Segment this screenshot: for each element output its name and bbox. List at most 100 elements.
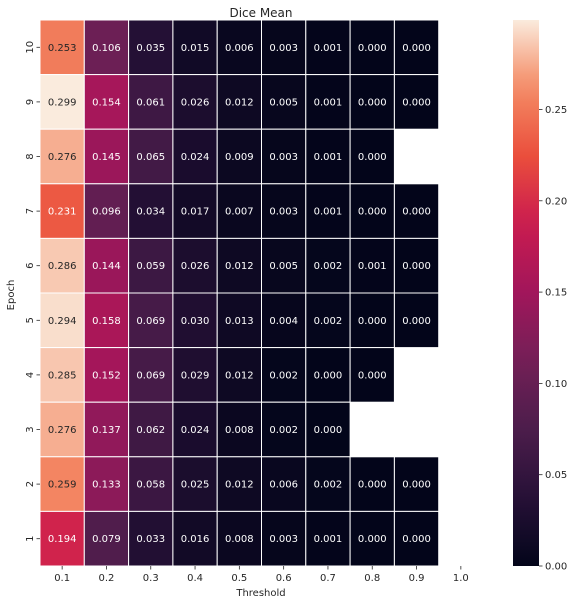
cell-value-label: 0.026 — [181, 97, 210, 108]
heatmap-cell — [83, 347, 130, 403]
y-tick-label: 4 — [25, 372, 36, 378]
cell-value-label: 0.285 — [48, 370, 77, 381]
heatmap-cell — [305, 510, 351, 567]
cell-value-label: 0.026 — [181, 261, 210, 272]
heatmap-cell — [216, 128, 262, 185]
y-tick-label: 5 — [25, 317, 36, 323]
cell-value-label: 0.152 — [92, 370, 121, 381]
cell-value-label: 0.299 — [48, 97, 77, 108]
cell-value-label: 0.000 — [402, 43, 431, 54]
cell-value-label: 0.003 — [269, 152, 298, 163]
heatmap-cell — [393, 74, 440, 130]
cell-value-label: 0.002 — [314, 480, 343, 491]
cell-value-label: 0.033 — [136, 534, 165, 545]
heatmap-cell — [39, 510, 85, 567]
cell-value-label: 0.007 — [225, 207, 254, 218]
heatmap-cell — [128, 128, 174, 185]
cell-value-label: 0.069 — [136, 316, 165, 327]
cell-value-label: 0.000 — [358, 534, 387, 545]
cell-value-label: 0.000 — [358, 480, 387, 491]
heatmap-cell — [349, 74, 395, 130]
heatmap-cell — [39, 19, 85, 76]
heatmap-cell — [216, 456, 262, 512]
heatmap-cell — [83, 237, 130, 294]
cell-value-label: 0.013 — [225, 316, 254, 327]
heatmap-cell — [172, 456, 218, 512]
y-axis-label: Epoch — [6, 280, 17, 311]
heatmap-cell — [393, 292, 440, 349]
colorbar-tick-label: 0.05 — [545, 470, 567, 481]
heatmap-cell — [349, 456, 395, 512]
heatmap-cell — [216, 292, 262, 349]
cell-value-label: 0.030 — [181, 316, 210, 327]
colorbar: 0.00 0.05 0.10 0.15 0.20 0.25 — [513, 20, 567, 573]
colorbar-gradient — [513, 20, 539, 566]
cell-value-label: 0.000 — [402, 261, 431, 272]
cell-value-label: 0.059 — [136, 261, 165, 272]
heatmap-cell — [39, 292, 85, 349]
y-tick-label: 7 — [25, 208, 36, 214]
colorbar-tick-label: 0.15 — [545, 288, 567, 299]
cell-value-label: 0.035 — [136, 43, 165, 54]
cell-value-label: 0.001 — [314, 152, 343, 163]
colorbar-tick-label: 0.00 — [545, 562, 567, 573]
heatmap-cell — [349, 19, 395, 76]
cell-value-label: 0.058 — [136, 480, 165, 491]
cell-value-label: 0.061 — [136, 97, 165, 108]
cell-value-label: 0.002 — [314, 316, 343, 327]
cell-value-label: 0.005 — [269, 97, 298, 108]
heatmap-cell — [305, 237, 351, 294]
cell-value-label: 0.158 — [92, 316, 121, 327]
cell-value-label: 0.137 — [92, 425, 121, 436]
x-tick-label: 0.9 — [409, 573, 425, 584]
heatmap-cell — [172, 237, 218, 294]
cell-value-label: 0.002 — [269, 425, 298, 436]
heatmap-cell — [83, 510, 130, 567]
cell-value-label: 0.144 — [92, 261, 121, 272]
cell-value-label: 0.002 — [314, 261, 343, 272]
cell-value-label: 0.000 — [402, 97, 431, 108]
cell-value-label: 0.276 — [48, 152, 77, 163]
heatmap-cell — [261, 510, 307, 567]
y-tick-label: 1 — [25, 536, 36, 542]
cell-value-label: 0.000 — [358, 97, 387, 108]
cell-value-label: 0.000 — [402, 480, 431, 491]
cell-value-label: 0.106 — [92, 43, 121, 54]
x-tick-label: 0.4 — [187, 573, 203, 584]
heatmap-cell — [261, 456, 307, 512]
heatmap-cell — [39, 237, 85, 294]
heatmap-cell — [305, 401, 351, 458]
cell-value-label: 0.000 — [358, 316, 387, 327]
heatmap-cell — [261, 401, 307, 458]
cell-value-label: 0.154 — [92, 97, 121, 108]
cell-value-label: 0.133 — [92, 480, 121, 491]
heatmap-cell — [393, 456, 440, 512]
heatmap-cell — [39, 128, 85, 185]
heatmap-cell — [128, 401, 174, 458]
heatmap-cell — [261, 19, 307, 76]
cell-value-label: 0.000 — [358, 207, 387, 218]
cell-value-label: 0.000 — [402, 316, 431, 327]
cell-value-label: 0.029 — [181, 370, 210, 381]
cell-value-label: 0.012 — [225, 480, 254, 491]
cell-value-label: 0.024 — [181, 152, 210, 163]
cell-value-label: 0.005 — [269, 261, 298, 272]
cell-value-label: 0.000 — [358, 370, 387, 381]
colorbar-tick-label: 0.10 — [545, 379, 567, 390]
cell-value-label: 0.012 — [225, 97, 254, 108]
y-tick-label: 6 — [25, 263, 36, 269]
heatmap-cell — [83, 456, 130, 512]
y-tick-label: 3 — [25, 426, 36, 432]
cell-value-label: 0.008 — [225, 425, 254, 436]
heatmap-cell — [216, 237, 262, 294]
cell-value-label: 0.003 — [269, 207, 298, 218]
heatmap-cell — [305, 74, 351, 130]
cell-value-label: 0.231 — [48, 207, 77, 218]
heatmap-cell — [128, 292, 174, 349]
heatmap-cell — [216, 510, 262, 567]
x-tick-label: 1.0 — [453, 573, 469, 584]
cell-value-label: 0.276 — [48, 425, 77, 436]
heatmap-cells: 0.253 0.106 0.035 0.015 0.006 0.003 0.001 0.000… — [39, 19, 440, 567]
heatmap-cell — [39, 74, 85, 130]
